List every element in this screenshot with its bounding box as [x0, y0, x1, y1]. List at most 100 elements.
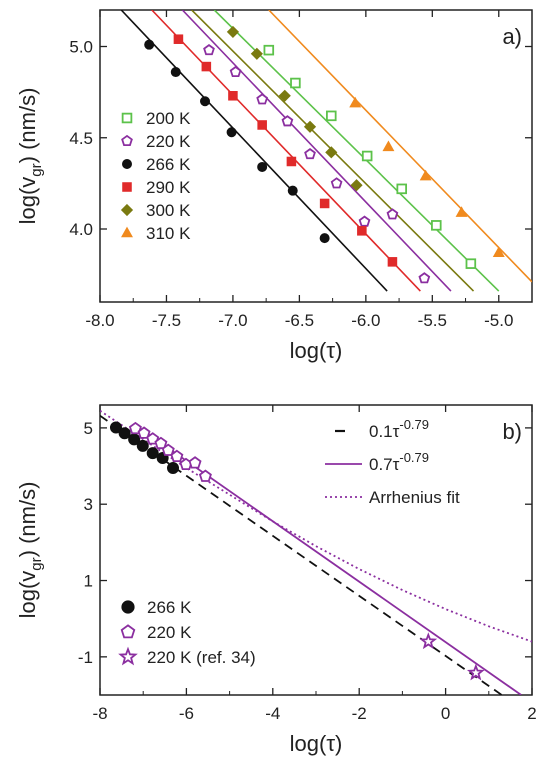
data-point [170, 67, 181, 78]
data-point [109, 421, 122, 434]
data-point [349, 96, 362, 108]
legend-marker [121, 226, 133, 238]
data-point [281, 115, 294, 127]
data-point [286, 156, 297, 167]
data-point [278, 89, 291, 102]
x-tick-label: -5.5 [418, 311, 447, 330]
y-tick-label: 5.0 [69, 38, 93, 57]
legend-label-main: Arrhenius fit [369, 488, 460, 507]
legend-label-exponent: -0.79 [399, 417, 429, 432]
x-tick-label: 2 [527, 704, 536, 723]
data-point [203, 43, 215, 56]
x-tick-label: -6.0 [351, 311, 380, 330]
data-point [198, 469, 212, 482]
x-tick-label: -7.5 [152, 311, 181, 330]
y-tick-label: 1 [84, 572, 93, 591]
data-point [319, 233, 330, 244]
data-point [319, 198, 330, 209]
y-axis-label: log(vgr) (nm/s) [15, 88, 45, 225]
data-point [387, 257, 398, 267]
data-point [330, 177, 343, 189]
fit-line-200K [213, 10, 500, 292]
legend-marker [121, 112, 133, 124]
data-point [118, 427, 131, 440]
data-point [326, 110, 337, 122]
data-point [431, 220, 442, 231]
legend-label-main: 0.7τ [369, 455, 400, 474]
data-point [146, 447, 159, 460]
legend-label: 300 K [146, 201, 191, 220]
data-point [250, 47, 263, 60]
data-point [325, 146, 338, 159]
legend-marker [122, 182, 132, 192]
legend-label-exponent: -0.79 [399, 450, 429, 465]
legend-label: Arrhenius fit [369, 488, 460, 507]
legend-label: 0.1τ-0.79 [369, 417, 429, 441]
plot-frame [99, 404, 533, 696]
legend-marker [120, 624, 136, 639]
data-point [290, 77, 301, 89]
y-axis-label: log(vgr) (nm/s) [15, 482, 45, 619]
panel-label: b) [502, 419, 522, 444]
plot-frame [99, 9, 533, 303]
y-axis-label-units: ) (nm/s) [15, 482, 40, 558]
data-point [287, 185, 298, 196]
y-axis-label-subscript: gr [28, 163, 45, 176]
data-point [188, 456, 202, 469]
data-point [257, 161, 268, 172]
y-axis-label-main: log(v [15, 571, 40, 619]
y-axis-label-units: ) (nm/s) [15, 88, 40, 164]
data-point [257, 120, 267, 130]
y-tick-label: -1 [78, 648, 93, 667]
x-tick-label: -5.0 [484, 311, 513, 330]
data-point [201, 61, 212, 72]
data-point [161, 443, 175, 456]
legend-label: 290 K [146, 178, 191, 197]
legend-label: 266 K [146, 155, 191, 174]
data-point [136, 439, 149, 452]
legend-label: 220 K [147, 623, 192, 642]
data-point [173, 34, 184, 44]
data-point [455, 206, 468, 217]
y-axis-label-main: log(v [15, 177, 40, 225]
x-tick-label: -4 [265, 704, 280, 723]
data-point [386, 208, 399, 220]
x-axis-label: log(τ) [290, 731, 343, 756]
data-point [358, 215, 371, 227]
data-point [303, 120, 317, 133]
data-point [256, 93, 269, 105]
x-tick-label: -6.5 [285, 311, 314, 330]
data-point [167, 461, 180, 474]
data-point [357, 226, 367, 236]
panel-label: a) [502, 24, 522, 49]
data-point [170, 449, 184, 463]
legend-marker [121, 134, 133, 146]
legend-label: 220 K (ref. 34) [147, 648, 256, 667]
data-point [361, 150, 373, 162]
fit-line-290K [151, 10, 421, 292]
legend-label: 220 K [146, 132, 191, 151]
data-point [200, 96, 211, 107]
data-point [465, 258, 477, 269]
data-point [226, 127, 237, 138]
data-point [396, 183, 408, 195]
fit-line-220K [181, 10, 452, 292]
data-point [128, 421, 142, 435]
data-point [492, 246, 505, 258]
legend-label: 310 K [146, 224, 191, 243]
data-point [226, 25, 240, 38]
x-tick-label: -6 [179, 704, 194, 723]
x-axis-label: log(τ) [290, 338, 343, 363]
y-axis-label-subscript: gr [28, 557, 45, 570]
data-point [144, 39, 155, 50]
legend-marker [121, 600, 135, 614]
panel-a-series [120, 10, 532, 292]
y-tick-label: 4.0 [69, 220, 93, 239]
fit-line-310K [268, 10, 532, 283]
legend-label: 0.7τ-0.79 [369, 450, 429, 474]
y-tick-label: 3 [84, 495, 93, 514]
data-point [154, 436, 168, 450]
data-point [350, 179, 363, 192]
data-point [229, 65, 242, 78]
